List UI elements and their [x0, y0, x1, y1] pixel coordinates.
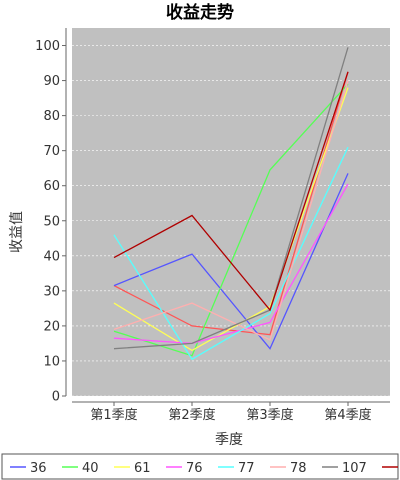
plot-area — [72, 28, 390, 396]
y-tick-label: 100 — [35, 39, 60, 54]
series-line-28 — [113, 71, 349, 336]
y-tick-label: 80 — [43, 109, 60, 124]
y-tick-label: 40 — [43, 249, 60, 264]
chart-title: 收益走势 — [166, 2, 234, 23]
legend-label: 77 — [238, 461, 255, 476]
legend-label: 61 — [134, 461, 151, 476]
y-tick-label: 90 — [43, 74, 60, 89]
y-tick-label: 60 — [43, 179, 60, 194]
y-tick-label: 50 — [43, 214, 60, 229]
series-line-118 — [113, 71, 349, 312]
series-line-77 — [113, 146, 349, 361]
y-tick-label: 0 — [52, 390, 60, 405]
x-axis-ticks: 第1季度 第2季度 第3季度 第4季度 — [90, 402, 372, 423]
y-tick-label: 20 — [43, 319, 60, 334]
legend-label: 78 — [290, 461, 307, 476]
x-tick-label: 第4季度 — [324, 407, 371, 423]
series-line-78 — [113, 80, 349, 341]
series-lines — [113, 47, 349, 361]
x-tick-label: 第2季度 — [168, 407, 215, 423]
series-line-61 — [113, 87, 349, 352]
legend: 28364061767778107118 — [10, 461, 398, 476]
x-tick-label: 第3季度 — [246, 407, 293, 423]
series-line-76 — [113, 183, 349, 345]
legend-label: 40 — [82, 461, 99, 476]
y-axis-ticks: 0 10 20 30 40 50 60 70 80 90 100 — [35, 39, 66, 405]
series-line-107 — [113, 47, 349, 350]
legend-label: 36 — [30, 461, 47, 476]
legend-label: 107 — [342, 461, 367, 476]
x-tick-label: 第1季度 — [90, 407, 137, 423]
y-tick-label: 30 — [43, 284, 60, 299]
series-line-36 — [113, 173, 349, 350]
legend-label: 76 — [186, 461, 203, 476]
y-axis-title: 收益值 — [9, 211, 25, 253]
x-axis-title: 季度 — [215, 432, 243, 448]
y-tick-label: 10 — [43, 354, 60, 369]
y-tick-label: 70 — [43, 144, 60, 159]
